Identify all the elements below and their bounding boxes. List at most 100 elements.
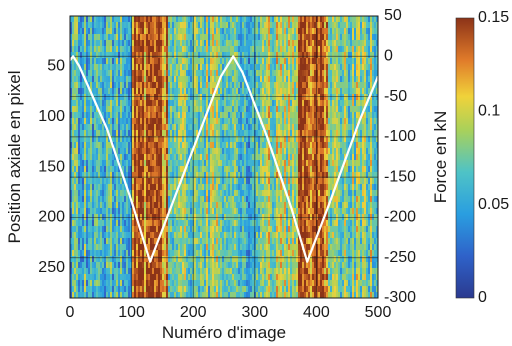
heatmap-cell bbox=[256, 100, 259, 107]
heatmap-cell bbox=[240, 106, 243, 113]
heatmap-cell bbox=[142, 112, 145, 119]
heatmap-cell bbox=[270, 274, 273, 281]
heatmap-cell bbox=[142, 124, 145, 131]
heatmap-cell bbox=[260, 106, 263, 113]
heatmap-cell bbox=[166, 76, 169, 83]
heatmap-cell bbox=[72, 76, 75, 83]
heatmap-cell bbox=[274, 94, 277, 101]
heatmap-cell bbox=[232, 286, 235, 293]
heatmap-cell bbox=[82, 292, 85, 298]
heatmap-cell bbox=[230, 22, 233, 29]
heatmap-cell bbox=[272, 106, 275, 113]
heatmap-cell bbox=[118, 46, 121, 53]
heatmap-cell bbox=[218, 112, 221, 119]
heatmap-cell bbox=[76, 196, 79, 203]
heatmap-cell bbox=[128, 178, 131, 185]
heatmap-cell bbox=[166, 148, 169, 155]
heatmap-cell bbox=[256, 226, 259, 233]
heatmap-cell bbox=[220, 238, 223, 245]
heatmap-cell bbox=[160, 160, 163, 167]
heatmap-cell bbox=[102, 184, 105, 191]
heatmap-cell bbox=[104, 46, 107, 53]
heatmap-cell bbox=[266, 40, 269, 47]
heatmap-cell bbox=[268, 274, 271, 281]
heatmap-cell bbox=[174, 118, 177, 125]
heatmap-cell bbox=[100, 160, 103, 167]
heatmap-cell bbox=[138, 250, 141, 257]
heatmap-cell bbox=[146, 112, 149, 119]
heatmap-cell bbox=[152, 160, 155, 167]
heatmap-cell bbox=[224, 112, 227, 119]
heatmap-cell bbox=[278, 160, 281, 167]
heatmap-cell bbox=[100, 82, 103, 89]
heatmap-cell bbox=[130, 178, 133, 185]
heatmap-cell bbox=[78, 34, 81, 41]
heatmap-cell bbox=[154, 160, 157, 167]
heatmap-cell bbox=[274, 268, 277, 275]
heatmap-cell bbox=[268, 208, 271, 215]
heatmap-cell bbox=[104, 100, 107, 107]
heatmap-cell bbox=[186, 124, 189, 131]
heatmap-cell bbox=[136, 172, 139, 179]
heatmap-cell bbox=[124, 154, 127, 161]
heatmap-cell bbox=[124, 52, 127, 59]
heatmap-cell bbox=[200, 40, 203, 47]
heatmap-cell bbox=[188, 280, 191, 287]
heatmap-cell bbox=[118, 268, 121, 275]
heatmap-cell bbox=[160, 154, 163, 161]
heatmap-cell bbox=[224, 136, 227, 143]
heatmap-cell bbox=[270, 220, 273, 227]
heatmap-cell bbox=[84, 220, 87, 227]
heatmap-cell bbox=[188, 292, 191, 298]
heatmap-cell bbox=[234, 40, 237, 47]
heatmap-cell bbox=[146, 34, 149, 41]
heatmap-cell bbox=[102, 154, 105, 161]
heatmap-cell bbox=[118, 274, 121, 281]
heatmap-cell bbox=[90, 58, 93, 65]
heatmap-cell bbox=[132, 112, 135, 119]
heatmap-cell bbox=[176, 262, 179, 269]
heatmap-cell bbox=[226, 70, 229, 77]
heatmap-cell bbox=[226, 76, 229, 83]
heatmap-cell bbox=[246, 142, 249, 149]
heatmap-cell bbox=[232, 22, 235, 29]
heatmap-cell bbox=[166, 22, 169, 29]
heatmap-cell bbox=[82, 16, 85, 23]
heatmap-cell bbox=[274, 190, 277, 197]
heatmap-cell bbox=[276, 244, 279, 251]
heatmap-cell bbox=[244, 178, 247, 185]
heatmap-cell bbox=[178, 280, 181, 287]
heatmap-cell bbox=[106, 82, 109, 89]
heatmap-cell bbox=[198, 232, 201, 239]
heatmap-cell bbox=[234, 64, 237, 71]
heatmap-cell bbox=[186, 172, 189, 179]
heatmap-cell bbox=[274, 232, 277, 239]
heatmap-cell bbox=[210, 70, 213, 77]
heatmap-cell bbox=[76, 82, 79, 89]
heatmap-cell bbox=[160, 166, 163, 173]
heatmap-cell bbox=[244, 238, 247, 245]
heatmap-cell bbox=[84, 58, 87, 65]
heatmap-cell bbox=[186, 148, 189, 155]
heatmap-cell bbox=[184, 232, 187, 239]
heatmap-cell bbox=[154, 82, 157, 89]
heatmap-cell bbox=[76, 160, 79, 167]
heatmap-cell bbox=[204, 250, 207, 257]
heatmap-cell bbox=[138, 70, 141, 77]
heatmap-cell bbox=[280, 40, 283, 47]
heatmap-cell bbox=[70, 160, 73, 167]
heatmap-cell bbox=[214, 82, 217, 89]
heatmap-cell bbox=[112, 160, 115, 167]
heatmap-cell bbox=[120, 280, 123, 287]
heatmap-cell bbox=[88, 244, 91, 251]
heatmap-cell bbox=[110, 46, 113, 53]
heatmap-cell bbox=[226, 40, 229, 47]
heatmap-cell bbox=[212, 226, 215, 233]
heatmap-cell bbox=[86, 136, 89, 143]
heatmap-cell bbox=[140, 40, 143, 47]
heatmap-cell bbox=[238, 100, 241, 107]
heatmap-cell bbox=[242, 64, 245, 71]
heatmap-cell bbox=[120, 112, 123, 119]
heatmap-cell bbox=[218, 136, 221, 143]
heatmap-cell bbox=[264, 232, 267, 239]
